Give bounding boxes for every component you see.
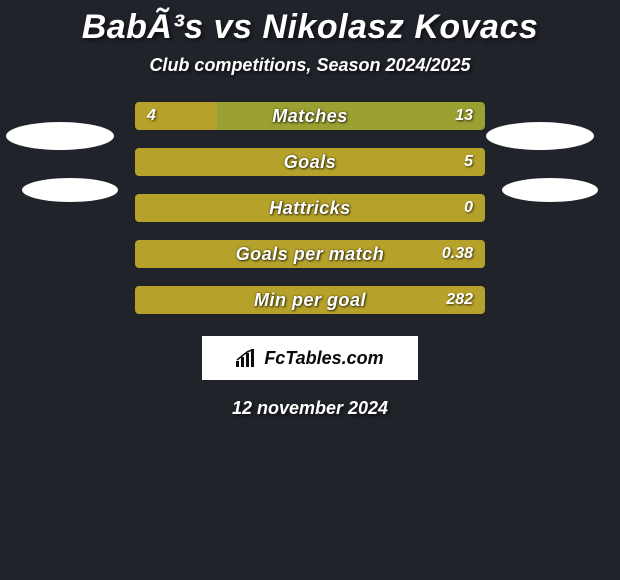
stat-label: Hattricks — [135, 194, 485, 222]
bar-chart-icon — [236, 349, 258, 367]
stat-value-right: 282 — [446, 286, 473, 314]
stat-value-right: 5 — [464, 148, 473, 176]
stats-chart: Matches4 13 Goals5 Hattricks0 Goals per matc… — [0, 102, 620, 314]
stat-value-left: 4 — [147, 102, 156, 130]
stat-row: Hattricks0 — [135, 194, 485, 222]
stat-label: Goals per match — [135, 240, 485, 268]
brand-text: FcTables.com — [264, 348, 383, 369]
stat-row: Min per goal282 — [135, 286, 485, 314]
subtitle: Club competitions, Season 2024/2025 — [0, 55, 620, 76]
stat-label: Min per goal — [135, 286, 485, 314]
stat-row: Goals5 — [135, 148, 485, 176]
stat-label: Matches — [135, 102, 485, 130]
stat-value-right: 13 — [455, 102, 473, 130]
brand-box[interactable]: FcTables.com — [202, 336, 418, 380]
stat-label: Goals — [135, 148, 485, 176]
stat-value-right: 0.38 — [442, 240, 473, 268]
stat-row: Matches4 13 — [135, 102, 485, 130]
stat-value-right: 0 — [464, 194, 473, 222]
date-line: 12 november 2024 — [0, 398, 620, 419]
stat-row: Goals per match0.38 — [135, 240, 485, 268]
page-title: BabÃ³s vs Nikolasz Kovacs — [0, 0, 620, 47]
